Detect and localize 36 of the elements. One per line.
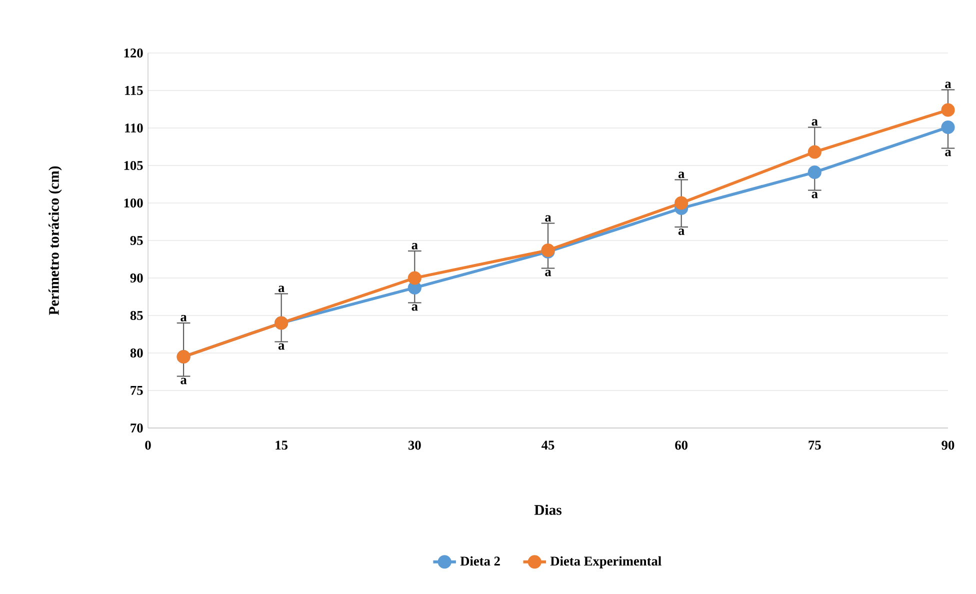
x-tick-label: 90: [942, 440, 954, 450]
annotation: a: [180, 378, 187, 384]
x-tick-label: 60: [675, 440, 688, 450]
annotation: a: [278, 286, 284, 292]
legend-label: Dieta 2: [460, 556, 500, 566]
y-tick-label: 115: [125, 86, 143, 95]
x-tick-label: 45: [542, 440, 554, 450]
y-tick-label: 75: [130, 386, 143, 395]
annotation: a: [678, 228, 684, 235]
annotation: a: [412, 304, 418, 311]
annotation: a: [412, 243, 418, 250]
y-tick-label: 110: [125, 124, 143, 132]
annotation: a: [545, 215, 552, 222]
y-tick-label: 90: [130, 274, 143, 282]
y-axis-title: Perímetro torácico (cm): [48, 166, 62, 316]
legend-label: Dieta Experimental: [550, 556, 662, 568]
x-tick-label: 0: [145, 440, 151, 450]
x-axis-title: Dias: [534, 504, 562, 515]
annotation: a: [812, 119, 818, 126]
y-tick-label: 100: [124, 198, 143, 208]
annotation: a: [278, 343, 284, 350]
y-tick-label: 80: [130, 348, 143, 358]
annotation: a: [678, 172, 684, 178]
annotation: a: [812, 192, 818, 198]
x-tick-label: 15: [276, 440, 288, 450]
annotation: a: [545, 270, 552, 276]
annotation: a: [945, 150, 952, 156]
y-tick-label: 105: [124, 161, 143, 170]
y-tick-label: 85: [130, 311, 143, 320]
annotation: a: [180, 315, 187, 322]
annotation: a: [945, 82, 952, 88]
x-tick-label: 75: [808, 440, 821, 450]
x-tick-label: 30: [408, 440, 421, 450]
y-tick-label: 70: [130, 424, 143, 432]
y-tick-label: 95: [130, 236, 143, 245]
y-tick-label: 120: [124, 48, 143, 58]
